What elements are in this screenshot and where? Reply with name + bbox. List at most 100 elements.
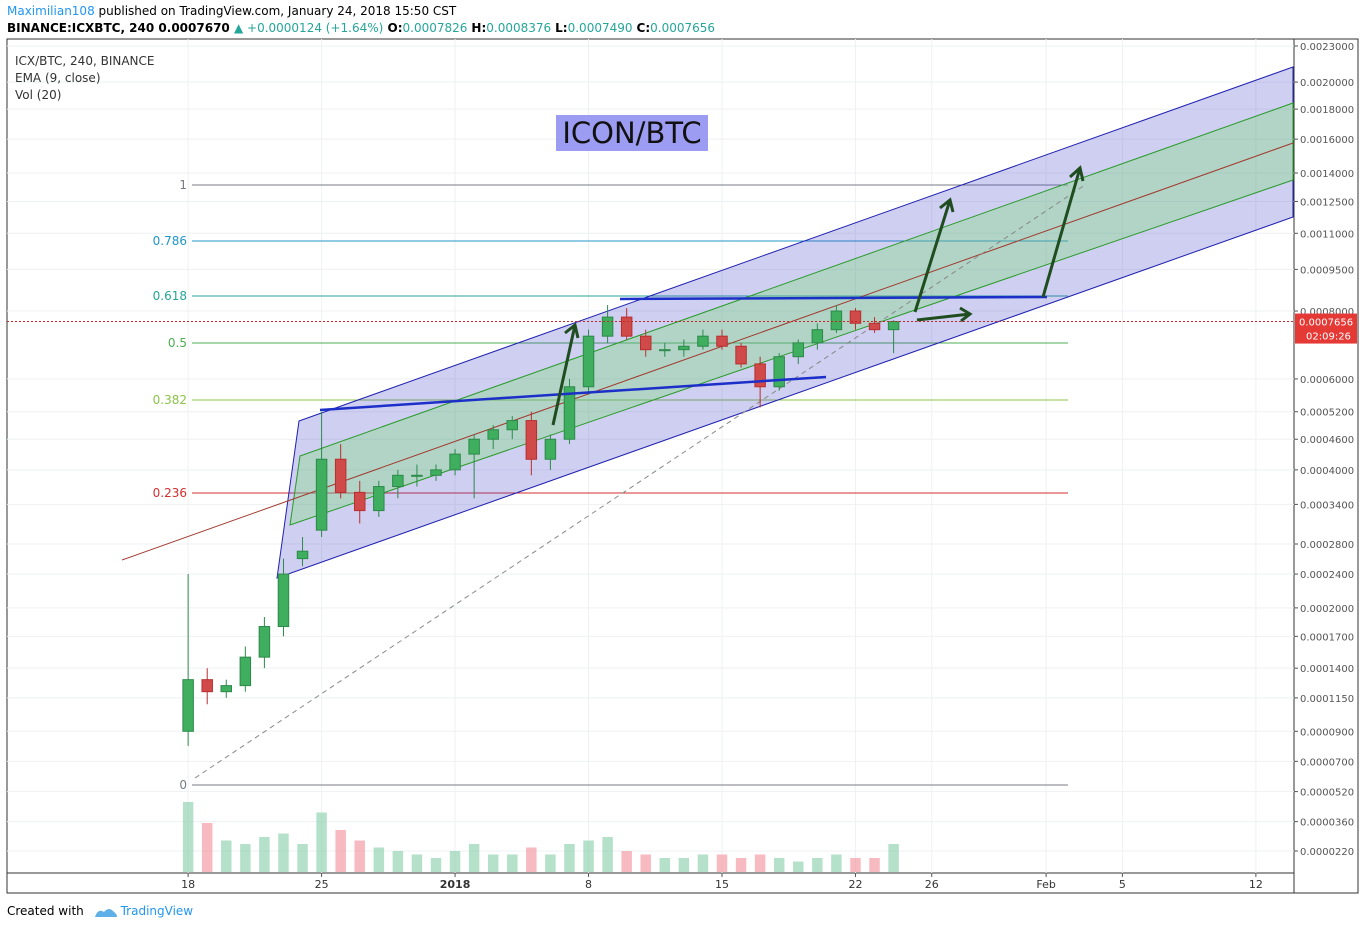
candle-body [430,469,442,476]
y-tick-label: 0.0004000 [1300,466,1354,477]
candle-body [239,656,252,687]
annotations [319,165,1085,426]
volume-bar [869,858,880,872]
y-tick-label: 0.0001400 [1300,664,1354,675]
footer: Created with TradingView [7,904,193,918]
trendline [619,295,1048,301]
y-tick-label: 0.0008000 [1300,307,1354,318]
volume-bar [602,837,613,872]
arrow [1041,165,1085,298]
brand[interactable]: TradingView [120,904,194,918]
legend-item: Vol (20) [15,88,61,102]
trendline [319,375,827,412]
volume-bar [201,823,213,872]
arrow [913,197,955,313]
y-tick-label: 0.0009500 [1300,265,1354,276]
change: ▲ +0.0000124 (+1.64%) [233,21,384,35]
y-tick-label: 0.0000520 [1300,788,1354,799]
candle-body [220,685,233,693]
candle-body [315,458,328,531]
y-tick-label: 0.0000220 [1300,847,1354,858]
legend-item: ICX/BTC, 240, BINANCE [15,54,154,68]
volume-bar [697,854,709,872]
ohlc-label: L: [555,21,568,35]
y-tick-label: 0.0001700 [1300,632,1354,643]
fib-label: 0.786 [153,234,187,248]
author[interactable]: Maximilian108 [7,4,95,18]
volume-bar [373,847,385,872]
arrows [551,165,1085,426]
volume-bar [297,844,308,872]
candle-body [411,474,423,477]
volume-bar [278,833,289,872]
y-tick-label: 0.0012500 [1300,197,1354,208]
volume-bar [793,861,804,872]
last-price-box [1295,313,1357,344]
volume-bar [221,840,232,872]
logo [94,908,117,917]
candle-body [182,679,194,732]
volume-bar [316,812,327,872]
arrow [916,306,973,323]
y-tick-label: 0.0016000 [1300,135,1354,146]
ohlc-value: 0.0007656 [650,21,716,35]
volume-bar [430,858,442,872]
candle-body [792,342,805,358]
y-tick-label: 0.0004600 [1300,435,1354,446]
y-tick-label: 0.0018000 [1300,105,1354,116]
y-tick-label: 0.0011000 [1300,229,1354,240]
y-tick-label: 0.0002000 [1300,604,1354,615]
volume-bar [850,858,861,872]
volume-bar [335,830,346,872]
logo-shape [94,908,117,917]
volume-bar [831,854,842,872]
volume-bar [640,854,651,872]
x-tick-label: 25 [315,878,329,891]
candle-body [277,573,290,628]
fib-label: 0.382 [153,393,187,407]
ohlc: O:0.0007826 H:0.0008376 L:0.0007490 C:0.000… [388,21,720,35]
volume-bar [411,854,423,872]
x-tick-label: 8 [585,878,592,891]
last: 0.0007670 [158,21,230,35]
countdown: 02:09:26 [1306,332,1351,343]
y-tick-label: 0.0002800 [1300,540,1354,551]
channel [121,66,1294,779]
x-tick-label: 2018 [440,878,471,891]
chart-title: ICON/BTC [562,116,701,150]
volume-bar [678,858,690,872]
candle-body [678,345,690,351]
candle-body [373,486,385,512]
fib-label: 0.5 [168,336,187,350]
volume-bar [259,837,270,872]
candle-body [334,458,347,493]
channel-median [121,142,1294,561]
publish-line: Maximilian108 published on TradingView.c… [7,4,456,18]
candle-body [353,491,366,512]
candle-body [811,329,824,344]
x-tick-label: 26 [925,878,939,891]
y-tick-label: 0.0001150 [1300,694,1354,705]
frame [6,38,1359,894]
fib-retracement: 1 0.786 0.618 0.5 0.382 0.236 0 [153,178,1068,792]
channel-inner [289,102,1294,526]
candle-body [716,335,728,347]
candle-body [868,322,881,331]
candle-body [392,474,404,488]
candle-body [620,316,633,337]
fib-label: 1 [179,178,187,192]
candle-body [296,550,309,560]
volume-bar [526,847,537,872]
volume-bar [468,844,480,872]
candle-body [201,679,213,693]
y-tick-label: 0.0000900 [1300,727,1354,738]
y-tick-label: 0.0020000 [1300,78,1354,89]
volume-bar [812,858,823,872]
volume-bar [564,844,575,872]
volume-bar [583,840,594,872]
y-tick-label: 0.0006000 [1300,375,1354,386]
x-tick-label: 12 [1249,878,1263,891]
y-tick-label: 0.0002400 [1300,570,1354,581]
